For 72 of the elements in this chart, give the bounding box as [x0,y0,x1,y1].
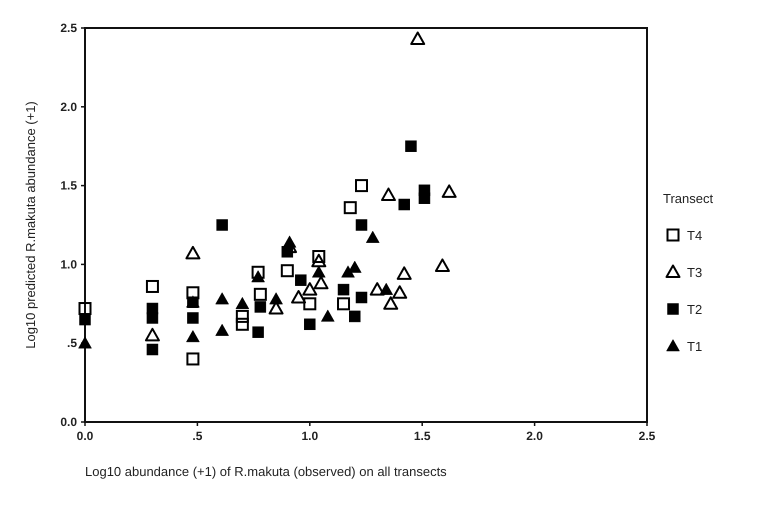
point [349,310,361,322]
point [380,188,396,202]
legend-label: T3 [687,265,702,280]
point [312,250,326,264]
point [434,258,450,272]
point [236,318,249,331]
point [392,285,408,299]
point [396,266,412,280]
point [146,312,158,324]
x-tick-label: .5 [192,429,203,443]
point [344,201,357,214]
point [215,324,229,336]
point [303,297,316,310]
x-tick-label: 1.0 [301,429,318,443]
x-tick-label: 2.5 [638,429,656,443]
point [312,266,326,278]
point [252,266,265,279]
point [311,254,326,268]
x-tick-label: 0.0 [76,429,94,443]
y-axis-title: Log10 predicted R.makuta abundance (+1) [23,101,38,349]
point [186,330,200,342]
point [321,310,335,322]
y-tick-label: 0.0 [60,415,78,429]
point [216,219,228,231]
point [366,230,380,243]
point [355,179,368,192]
point [291,290,306,304]
x-tick-label: 2.0 [526,429,544,443]
point [348,260,362,273]
y-tick-label: 2.5 [60,21,78,35]
y-tick-label: 2.0 [60,100,78,114]
point [254,301,266,313]
point [295,274,307,286]
point [442,184,457,198]
point [337,297,350,310]
point [302,282,318,296]
point [383,296,398,310]
legend-title: Transect [663,191,714,206]
point [418,192,430,204]
point [304,318,316,330]
y-tick-label: 1.5 [60,178,78,193]
point [356,292,368,304]
point [252,326,264,338]
point [215,292,229,304]
point [370,282,385,296]
point [187,312,199,324]
legend-label: T1 [687,339,702,354]
point [398,198,410,210]
point [146,344,158,356]
point [236,310,249,323]
x-tick-label: 1.5 [414,429,431,443]
point [356,219,368,231]
point [78,302,92,316]
point [146,280,159,293]
point [338,284,350,296]
y-tick-label: .5 [66,336,78,350]
point [280,264,294,278]
point [236,297,250,310]
point [144,328,160,342]
point [185,246,200,260]
point [186,352,200,366]
point [78,336,92,348]
point [405,140,417,152]
x-axis-title: Log10 abundance (+1) of R.makuta (observed) on all transects [85,464,448,479]
y-tick-label: 1.0 [60,257,78,272]
point [254,288,267,301]
point [410,32,426,46]
point [79,314,91,326]
point [314,276,329,290]
legend-label: T2 [687,302,702,317]
point [186,286,200,300]
legend-label: T4 [687,228,702,243]
